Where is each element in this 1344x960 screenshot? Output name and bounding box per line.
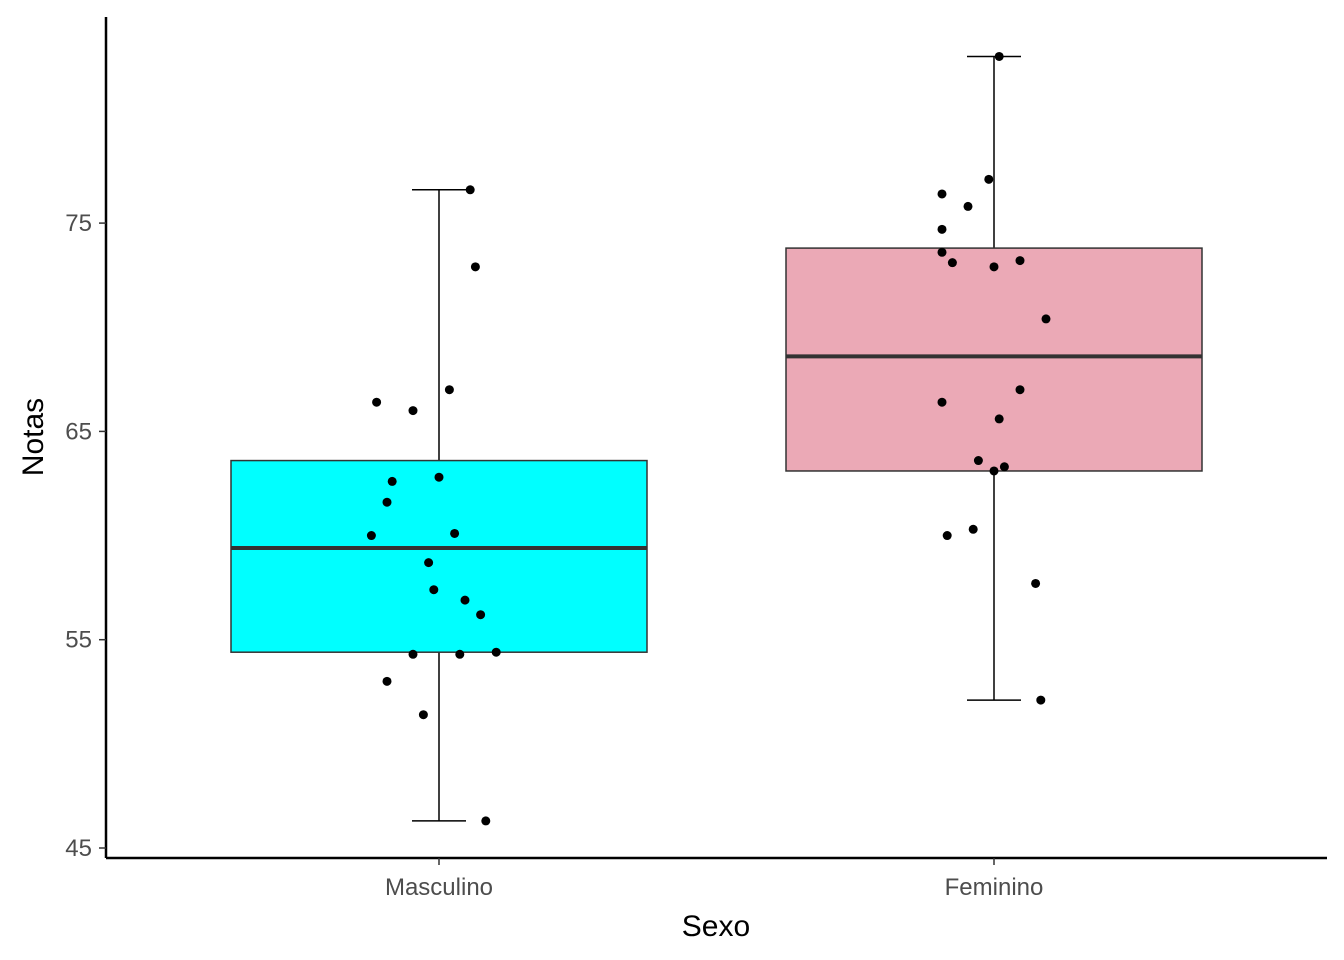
x-tick-label: Masculino <box>385 874 493 901</box>
data-point <box>372 397 382 407</box>
box-group-masculino <box>230 185 648 826</box>
data-point <box>999 462 1009 472</box>
data-point <box>1041 314 1051 324</box>
data-point <box>382 676 392 686</box>
data-point <box>989 466 999 476</box>
data-point <box>1036 695 1046 705</box>
data-point <box>481 816 491 826</box>
data-point <box>387 476 397 486</box>
y-tick-label: 55 <box>65 627 92 654</box>
plot-marks <box>230 51 1203 826</box>
data-point <box>424 558 434 568</box>
data-point <box>937 224 947 234</box>
data-point <box>476 610 486 620</box>
box-masculino <box>230 459 648 653</box>
x-axis-title: Sexo <box>682 910 750 943</box>
data-point <box>1015 385 1025 395</box>
data-point <box>937 189 947 199</box>
data-point <box>434 472 444 482</box>
data-point <box>937 247 947 257</box>
data-point <box>408 649 418 659</box>
data-point <box>1031 578 1041 588</box>
data-point <box>937 397 947 407</box>
y-axis-title: Notas <box>17 398 50 476</box>
box-group-feminino <box>785 51 1203 705</box>
data-point <box>429 585 439 595</box>
data-point <box>994 51 1004 61</box>
data-point <box>984 174 994 184</box>
data-point <box>408 406 418 416</box>
data-point <box>460 595 470 605</box>
data-point <box>989 262 999 272</box>
data-point <box>973 456 983 466</box>
data-point <box>470 262 480 272</box>
box-feminino <box>785 247 1203 472</box>
data-point <box>947 258 957 268</box>
data-point <box>1015 256 1025 266</box>
data-point <box>382 497 392 507</box>
data-point <box>450 528 460 538</box>
data-point <box>963 201 973 211</box>
data-point <box>455 649 465 659</box>
data-point <box>418 710 428 720</box>
data-point <box>444 385 454 395</box>
data-point <box>465 185 475 195</box>
data-point <box>491 647 501 657</box>
y-tick-label: 45 <box>65 835 92 862</box>
data-point <box>942 531 952 541</box>
data-point <box>994 414 1004 424</box>
axes: 45 55 65 75 Masculino Feminino <box>65 210 1043 901</box>
x-tick-label: Feminino <box>945 874 1044 901</box>
data-point <box>968 524 978 534</box>
y-tick-label: 65 <box>65 418 92 445</box>
data-point <box>366 531 376 541</box>
y-tick-label: 75 <box>65 210 92 237</box>
